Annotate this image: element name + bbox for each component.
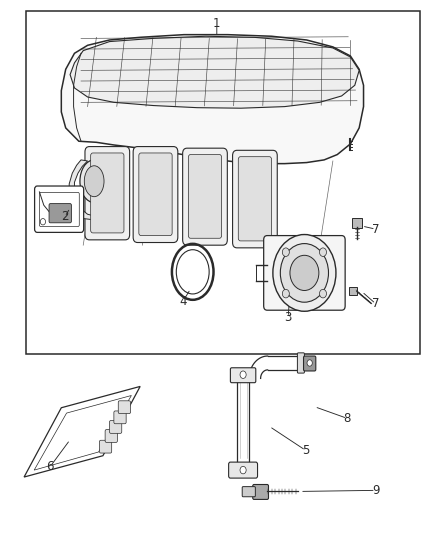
Circle shape xyxy=(319,289,326,298)
Text: 4: 4 xyxy=(179,295,187,308)
FancyBboxPatch shape xyxy=(49,204,71,223)
Text: 5: 5 xyxy=(302,444,309,457)
Text: 9: 9 xyxy=(372,484,380,497)
Circle shape xyxy=(280,244,328,302)
FancyBboxPatch shape xyxy=(85,147,130,240)
FancyBboxPatch shape xyxy=(349,287,357,295)
Polygon shape xyxy=(61,35,364,164)
Circle shape xyxy=(240,371,246,378)
FancyBboxPatch shape xyxy=(110,421,122,433)
Bar xyxy=(26,11,420,354)
Circle shape xyxy=(307,360,312,366)
FancyBboxPatch shape xyxy=(133,147,178,243)
FancyBboxPatch shape xyxy=(229,462,258,478)
Text: 8: 8 xyxy=(344,412,351,425)
FancyBboxPatch shape xyxy=(139,153,172,236)
FancyBboxPatch shape xyxy=(91,153,124,233)
FancyBboxPatch shape xyxy=(230,368,256,383)
FancyBboxPatch shape xyxy=(242,487,255,497)
FancyBboxPatch shape xyxy=(118,401,131,414)
FancyBboxPatch shape xyxy=(183,148,227,245)
FancyBboxPatch shape xyxy=(105,430,117,442)
FancyBboxPatch shape xyxy=(297,353,304,373)
Polygon shape xyxy=(69,160,94,220)
FancyBboxPatch shape xyxy=(238,157,272,241)
Polygon shape xyxy=(24,386,140,477)
Circle shape xyxy=(283,289,290,298)
FancyBboxPatch shape xyxy=(253,484,268,499)
Polygon shape xyxy=(70,36,359,108)
Circle shape xyxy=(290,255,319,290)
Circle shape xyxy=(40,219,46,225)
FancyBboxPatch shape xyxy=(114,411,126,424)
Ellipse shape xyxy=(84,166,104,197)
Text: 7: 7 xyxy=(372,297,380,310)
FancyBboxPatch shape xyxy=(264,236,345,310)
Text: 1: 1 xyxy=(213,18,221,30)
Ellipse shape xyxy=(80,160,109,203)
FancyBboxPatch shape xyxy=(304,356,316,371)
Text: 2: 2 xyxy=(61,211,69,223)
Text: 6: 6 xyxy=(46,460,54,473)
Circle shape xyxy=(283,248,290,256)
FancyBboxPatch shape xyxy=(35,186,84,232)
Circle shape xyxy=(319,248,326,256)
Circle shape xyxy=(240,466,246,474)
Text: 7: 7 xyxy=(372,223,380,236)
FancyBboxPatch shape xyxy=(188,155,222,238)
Text: 3: 3 xyxy=(285,311,292,324)
FancyBboxPatch shape xyxy=(233,150,277,248)
FancyBboxPatch shape xyxy=(352,218,362,228)
Circle shape xyxy=(273,235,336,311)
FancyBboxPatch shape xyxy=(99,440,112,453)
